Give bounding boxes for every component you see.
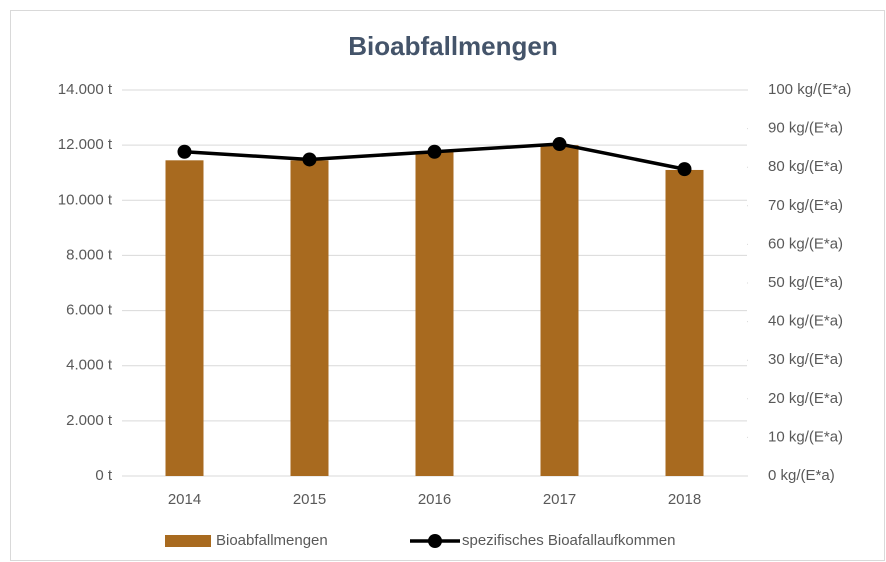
chart-title: Bioabfallmengen <box>348 31 557 61</box>
y2-tick-label: 0 kg/(E*a) <box>768 467 835 484</box>
y2-tick-label: 30 kg/(E*a) <box>768 351 843 368</box>
x-tick-label: 2018 <box>668 491 701 508</box>
x-tick-label: 2015 <box>293 491 326 508</box>
bar <box>290 160 329 477</box>
line-marker <box>552 137 567 152</box>
y2-tick-label: 60 kg/(E*a) <box>768 235 843 252</box>
x-tick-label: 2014 <box>168 491 201 508</box>
y-tick-label: 14.000 t <box>58 81 113 98</box>
y2-tick-label: 20 kg/(E*a) <box>768 390 843 407</box>
y-tick-label: 8.000 t <box>66 246 113 263</box>
x-tick-label: 2017 <box>543 491 576 508</box>
y-tick-label: 10.000 t <box>58 191 113 208</box>
y2-tick-label: 100 kg/(E*a) <box>768 81 851 98</box>
y2-tick-label: 50 kg/(E*a) <box>768 274 843 291</box>
y2-tick-label: 10 kg/(E*a) <box>768 428 843 445</box>
y2-tick-label: 80 kg/(E*a) <box>768 158 843 175</box>
bar <box>165 160 204 477</box>
bar <box>415 152 454 477</box>
bar <box>540 145 579 476</box>
legend-swatch <box>165 535 211 547</box>
line-marker <box>302 152 317 167</box>
line-marker <box>177 144 192 159</box>
legend-label: spezifisches Bioafallaufkommen <box>462 532 675 549</box>
legend-label: Bioabfallmengen <box>216 532 328 549</box>
bar <box>665 169 704 476</box>
y2-tick-label: 90 kg/(E*a) <box>768 120 843 137</box>
legend-marker <box>428 534 442 548</box>
y-tick-label: 2.000 t <box>66 412 113 429</box>
y-tick-label: 0 t <box>95 467 113 484</box>
y-tick-label: 6.000 t <box>66 302 113 319</box>
line-marker <box>427 144 442 159</box>
x-tick-label: 2016 <box>418 491 451 508</box>
line-marker <box>677 162 692 177</box>
y-tick-label: 4.000 t <box>66 357 113 374</box>
y2-tick-label: 70 kg/(E*a) <box>768 197 843 214</box>
y-tick-label: 12.000 t <box>58 136 113 153</box>
y2-tick-label: 40 kg/(E*a) <box>768 313 843 330</box>
